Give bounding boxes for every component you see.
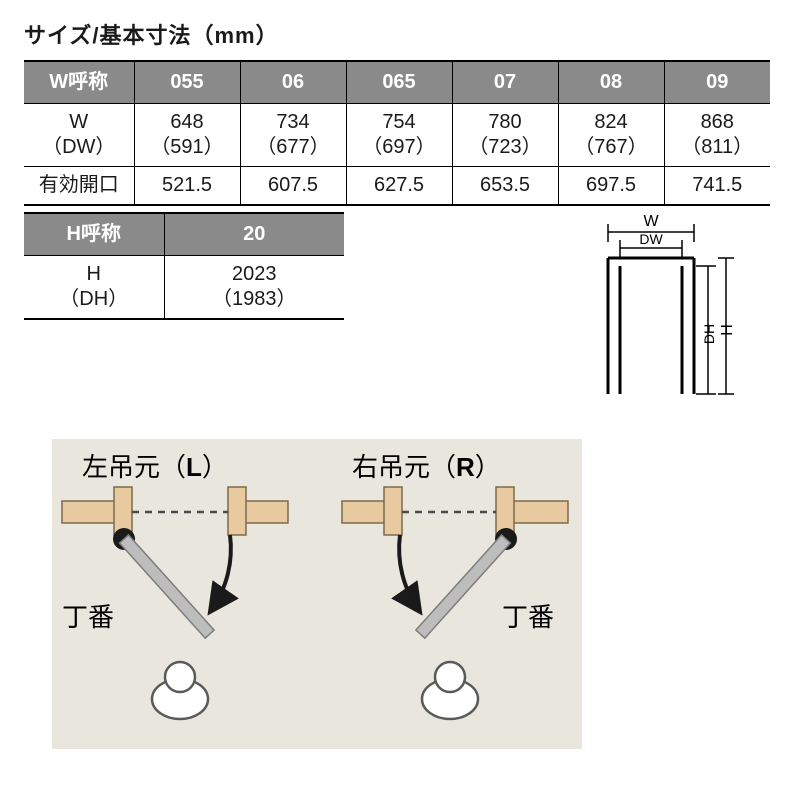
w-row0-label2: （DW） [24, 135, 134, 160]
w-th-4: 07 [452, 61, 558, 104]
cell: 521.5 [134, 167, 240, 206]
dim-dh-label: DH [701, 324, 717, 344]
cell: （591） [135, 135, 240, 160]
w-row-wdw: W （DW） 648（591） 734（677） 754（697） 780（72… [24, 104, 770, 167]
w-th-0: W呼称 [24, 61, 134, 104]
page-title: サイズ/基本寸法（mm） [24, 18, 776, 50]
h-lbl1: H [87, 263, 101, 285]
door-dimension-diagram: W DW H DH [596, 212, 736, 407]
w-th-5: 08 [558, 61, 664, 104]
w-row-opening: 有効開口 521.5 607.5 627.5 653.5 697.5 741.5 [24, 167, 770, 206]
cell: （811） [665, 135, 771, 160]
w-table: W呼称 055 06 065 07 08 09 W （DW） 648（591） … [24, 60, 770, 206]
h-th-0: H呼称 [24, 213, 164, 256]
w-row0-label1: W [69, 111, 88, 133]
cell: 754 [382, 111, 415, 133]
cell: 741.5 [664, 167, 770, 206]
cell: 648 [170, 111, 203, 133]
cell: 607.5 [240, 167, 346, 206]
h-val2: （1983） [165, 287, 345, 312]
swing-direction-diagram: 左吊元（L） 右吊元（R） 丁番 丁番 [52, 439, 776, 749]
cell: 653.5 [452, 167, 558, 206]
w-row1-label: 有効開口 [24, 167, 134, 206]
w-th-3: 065 [346, 61, 452, 104]
cell: （677） [241, 135, 346, 160]
w-th-2: 06 [240, 61, 346, 104]
w-th-1: 055 [134, 61, 240, 104]
cell: 627.5 [346, 167, 452, 206]
cell: （767） [559, 135, 664, 160]
cell: 734 [276, 111, 309, 133]
h-lbl2: （DH） [24, 287, 164, 312]
dim-dw-label: DW [639, 231, 663, 247]
dim-w-label: W [643, 213, 659, 230]
cell: 868 [701, 111, 734, 133]
w-th-6: 09 [664, 61, 770, 104]
cell: 780 [488, 111, 521, 133]
cell: （697） [347, 135, 452, 160]
cell: 824 [594, 111, 627, 133]
h-table: H呼称 20 H （DH） 2023 （1983） [24, 212, 344, 320]
cell: 697.5 [558, 167, 664, 206]
cell: （723） [453, 135, 558, 160]
dim-h-label: H [719, 324, 736, 336]
h-th-1: 20 [164, 213, 344, 256]
h-val1: 2023 [232, 263, 277, 285]
